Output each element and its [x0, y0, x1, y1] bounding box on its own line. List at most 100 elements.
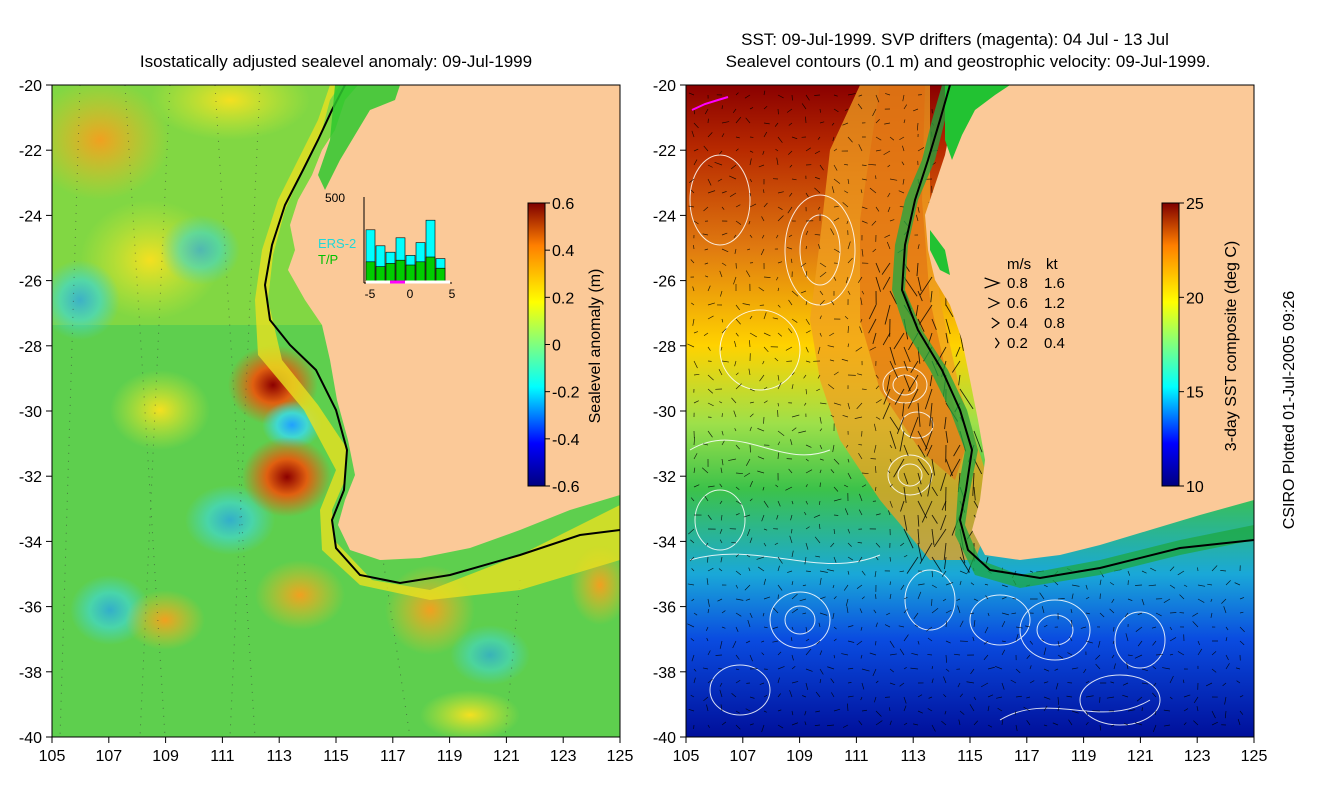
- velocity-arrow: [817, 206, 821, 210]
- velocity-arrow: [833, 556, 837, 563]
- velocity-arrow: [987, 666, 995, 670]
- velocity-arrow: [735, 304, 741, 311]
- velocity-arrow: [873, 423, 877, 432]
- velocity-arrow: [763, 500, 769, 508]
- velocity-arrow: [777, 500, 781, 507]
- velocity-arrow: [1179, 594, 1185, 600]
- velocity-arrow: [703, 332, 709, 337]
- velocity-arrow: [777, 709, 782, 712]
- velocity-arrow: [917, 206, 920, 213]
- velocity-arrow: [983, 640, 989, 645]
- velocity-arrow: [842, 202, 849, 208]
- velocity-arrow: [832, 612, 835, 620]
- velocity-arrow: [844, 484, 849, 488]
- velocity-arrow: [868, 163, 877, 166]
- velocity-arrow: [899, 648, 905, 656]
- velocity-arrow: [945, 668, 950, 672]
- velocity-arrow: [945, 486, 947, 511]
- velocity-arrow: [1222, 682, 1227, 687]
- velocity-arrow: [763, 131, 768, 138]
- velocity-arrow: [719, 682, 723, 687]
- velocity-arrow: [917, 542, 923, 561]
- velocity-arrow: [777, 382, 782, 390]
- velocity-arrow: [889, 581, 891, 586]
- velocity-arrow: [1235, 667, 1241, 670]
- velocity-arrow: [959, 570, 968, 575]
- velocity-arrow: [994, 666, 1003, 670]
- velocity-arrow: [703, 206, 709, 212]
- velocity-arrow: [704, 275, 709, 278]
- velocity-arrow: [721, 610, 726, 614]
- velocity-arrow: [777, 94, 784, 99]
- velocity-arrow: [833, 626, 837, 630]
- velocity-arrow: [805, 192, 809, 198]
- velocity-arrow: [830, 678, 835, 684]
- velocity-arrow: [924, 388, 933, 410]
- velocity-arrow: [912, 108, 919, 112]
- velocity-legend-ms: 0.4: [1007, 315, 1028, 332]
- velocity-arrow: [844, 508, 849, 516]
- velocity-arrow: [945, 304, 954, 318]
- velocity-arrow: [735, 383, 742, 390]
- velocity-arrow: [827, 569, 835, 572]
- velocity-arrow: [777, 206, 783, 210]
- x-tick-label: 119: [1071, 748, 1097, 765]
- velocity-arrow: [1001, 620, 1006, 628]
- velocity-arrow: [819, 300, 825, 306]
- velocity-arrow: [996, 696, 1003, 699]
- velocity-arrow: [687, 343, 695, 348]
- velocity-arrow: [847, 625, 854, 628]
- velocity-arrow: [788, 328, 793, 334]
- velocity-arrow: [774, 542, 779, 546]
- velocity-arrow: [749, 413, 754, 418]
- velocity-arrow: [749, 654, 753, 662]
- velocity-arrow: [762, 486, 765, 491]
- velocity-arrow: [819, 612, 828, 616]
- velocity-arrow: [761, 724, 765, 733]
- velocity-arrow: [1211, 721, 1218, 726]
- velocity-arrow: [731, 541, 737, 544]
- x-tick-label: 109: [152, 748, 179, 765]
- velocity-arrow: [777, 136, 783, 143]
- velocity-arrow: [861, 596, 865, 600]
- velocity-arrow: [735, 204, 741, 208]
- right-subtitle: Sealevel contours (0.1 m) and geostrophi…: [726, 52, 1211, 71]
- velocity-arrow: [945, 609, 952, 614]
- velocity-arrow: [785, 486, 793, 491]
- velocity-arrow: [717, 598, 723, 602]
- velocity-arrow: [1043, 705, 1048, 712]
- velocity-arrow: [970, 668, 975, 675]
- velocity-arrow: [903, 667, 907, 670]
- velocity-arrow: [889, 458, 892, 463]
- velocity-arrow: [693, 668, 697, 672]
- inset-xtick: 0: [407, 287, 414, 301]
- velocity-arrow: [1122, 682, 1129, 686]
- velocity-arrow: [813, 514, 821, 518]
- velocity-arrow: [927, 637, 933, 642]
- velocity-arrow: [847, 570, 850, 575]
- colorbar-tick-label: 20: [1186, 290, 1204, 307]
- velocity-arrow: [757, 566, 765, 572]
- velocity-arrow: [884, 122, 891, 125]
- velocity-arrow: [984, 583, 989, 586]
- velocity-arrow: [959, 580, 962, 586]
- velocity-arrow: [719, 640, 723, 649]
- velocity-arrow: [957, 682, 961, 688]
- y-tick-label: -30: [653, 404, 676, 421]
- velocity-arrow: [953, 653, 961, 656]
- x-tick-label: 123: [550, 748, 577, 765]
- velocity-arrow: [882, 332, 891, 346]
- velocity-arrow: [805, 526, 810, 530]
- velocity-arrow: [805, 330, 811, 334]
- x-tick-label: 105: [673, 748, 700, 765]
- velocity-arrow: [816, 640, 821, 645]
- velocity-arrow: [889, 682, 896, 686]
- velocity-arrow: [1225, 654, 1229, 661]
- velocity-arrow: [805, 638, 810, 642]
- velocity-arrow: [987, 694, 994, 698]
- velocity-arrow: [774, 357, 779, 362]
- velocity-arrow: [844, 315, 849, 320]
- inset-xtick: -5: [365, 287, 376, 301]
- velocity-arrow: [763, 400, 768, 404]
- velocity-arrow: [908, 374, 919, 392]
